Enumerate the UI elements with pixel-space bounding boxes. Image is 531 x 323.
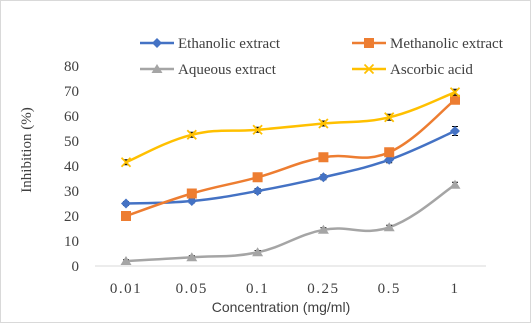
y-tick-label: 10	[64, 234, 79, 250]
data-point	[186, 129, 197, 140]
legend-label: Ethanolic extract	[178, 36, 281, 52]
y-tick-label: 30	[64, 184, 79, 200]
data-point	[384, 112, 395, 123]
y-axis: 0 10 20 30 40 50 60 70 80	[64, 59, 79, 275]
legend-item-aqueous-extract: Aqueous extract	[140, 62, 277, 78]
series-methanolic-extract	[121, 94, 460, 221]
plot-area	[120, 87, 461, 265]
data-point	[318, 172, 329, 183]
data-point	[384, 147, 395, 158]
series-aqueous-extract	[120, 179, 461, 265]
data-point	[449, 87, 461, 98]
y-tick-label: 80	[64, 59, 79, 75]
data-point	[120, 256, 132, 265]
series-line	[124, 91, 457, 164]
data-point	[450, 126, 460, 136]
legend-marker	[363, 63, 375, 75]
data-point	[252, 247, 264, 257]
data-point	[318, 118, 329, 129]
data-point	[186, 252, 198, 262]
data-point	[317, 224, 329, 234]
series-line	[124, 183, 457, 263]
legend-item-methanolic-extract: Methanolic extract	[352, 36, 504, 52]
legend-marker	[151, 64, 163, 73]
legend-label: Methanolic extract	[390, 36, 504, 52]
legend-marker	[152, 38, 162, 48]
x-tick-label: 0.1	[246, 281, 269, 297]
series-line	[124, 129, 457, 205]
legend-label: Ascorbic acid	[390, 62, 473, 78]
legend-item-ethanolic-extract: Ethanolic extract	[140, 36, 281, 52]
data-point	[383, 222, 395, 232]
data-point	[252, 172, 263, 183]
y-tick-label: 0	[72, 259, 80, 275]
x-tick-label: 0.01	[110, 281, 142, 297]
x-tick-label: 0.25	[307, 281, 339, 297]
legend: Ethanolic extract Methanolic extract Aqueo…	[140, 36, 504, 78]
y-tick-label: 50	[64, 134, 79, 150]
data-point	[252, 124, 263, 135]
data-point	[121, 211, 131, 221]
y-tick-label: 60	[64, 109, 79, 125]
x-axis-title: Concentration (mg/ml)	[212, 299, 351, 315]
x-tick-label: 1	[451, 281, 460, 297]
data-point	[120, 157, 132, 168]
legend-label: Aqueous extract	[178, 62, 277, 78]
x-tick-label: 0.5	[378, 281, 401, 297]
series-line	[124, 98, 457, 218]
y-axis-title: Inhibition (%)	[19, 107, 35, 192]
legend-marker	[364, 38, 374, 48]
data-point	[186, 188, 197, 199]
x-tick-label: 0.05	[176, 281, 208, 297]
data-point	[318, 152, 329, 163]
data-point	[121, 198, 131, 209]
legend-item-ascorbic-acid: Ascorbic acid	[352, 62, 473, 78]
y-tick-label: 70	[64, 84, 79, 100]
data-point	[252, 186, 263, 196]
series-ascorbic-acid	[120, 87, 461, 168]
data-point	[450, 94, 460, 105]
data-point	[449, 179, 461, 189]
y-tick-label: 40	[64, 159, 79, 175]
y-tick-label: 20	[64, 209, 79, 225]
x-axis: 0.01 0.05 0.1 0.25 0.5 1	[95, 265, 486, 297]
